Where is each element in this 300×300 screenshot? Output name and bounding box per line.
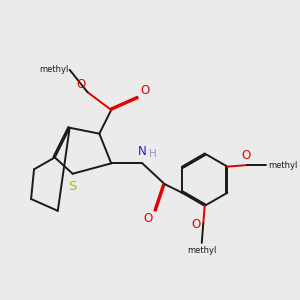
Text: methyl: methyl: [268, 160, 298, 169]
Text: H: H: [149, 149, 157, 159]
Text: O: O: [140, 84, 149, 97]
Text: methyl: methyl: [39, 65, 68, 74]
Text: methyl: methyl: [187, 247, 216, 256]
Text: O: O: [242, 149, 251, 162]
Text: O: O: [143, 212, 153, 225]
Text: O: O: [191, 218, 200, 231]
Text: N: N: [138, 145, 147, 158]
Text: S: S: [68, 180, 77, 193]
Text: O: O: [76, 78, 86, 91]
